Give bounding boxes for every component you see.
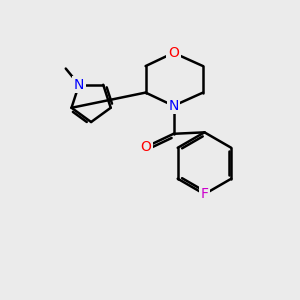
Text: O: O bbox=[168, 46, 179, 60]
Text: F: F bbox=[200, 187, 208, 201]
Text: N: N bbox=[74, 78, 84, 92]
Text: O: O bbox=[140, 140, 151, 154]
Text: N: N bbox=[168, 99, 179, 113]
